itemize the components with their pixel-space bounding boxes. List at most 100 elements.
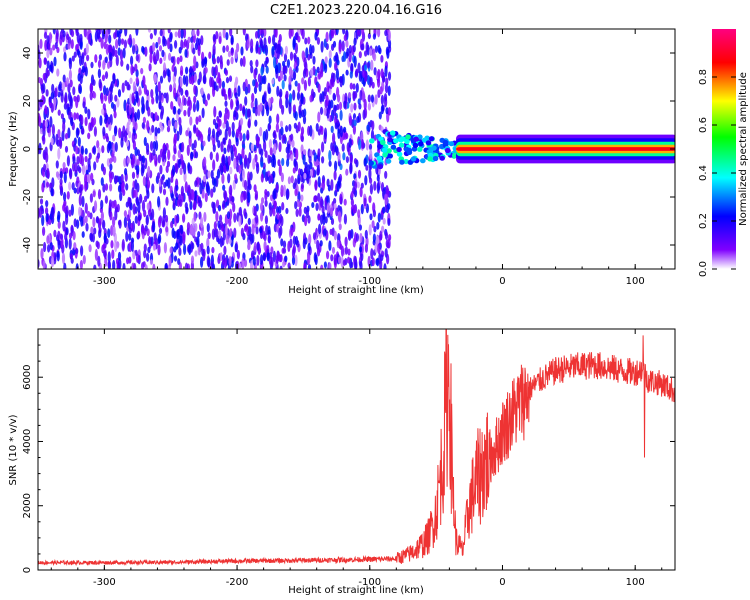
heatmap-cell — [179, 235, 183, 246]
heatmap-x-ticks: -300 -200 -100 0 100 — [50, 29, 663, 287]
heatmap-cell — [283, 53, 288, 63]
colorbar-tick-label: 0.4 — [698, 165, 709, 181]
heatmap-y-tick-label: 20 — [22, 95, 33, 108]
heatmap-cell — [297, 82, 301, 93]
heatmap-cell — [253, 241, 257, 253]
heatmap-cell — [192, 65, 196, 72]
heatmap-cell — [312, 65, 316, 76]
heatmap-cell — [243, 208, 247, 217]
heatmap-cell — [340, 256, 344, 268]
heatmap-cell — [427, 156, 433, 162]
heatmap-cell — [169, 246, 173, 254]
heatmap-cell — [153, 73, 157, 84]
heatmap-cell — [179, 70, 184, 77]
heatmap-cell — [218, 110, 222, 118]
heatmap-cell — [290, 133, 294, 142]
heatmap-cell — [186, 144, 190, 157]
heatmap-cell — [272, 156, 276, 168]
heatmap-x-tick-label: -200 — [226, 276, 249, 287]
heatmap-cell — [290, 226, 294, 237]
heatmap-cell — [285, 90, 289, 99]
heatmap-cell — [203, 156, 207, 167]
heatmap-cell — [184, 181, 188, 193]
heatmap-cell — [67, 82, 71, 93]
heatmap-cell — [128, 227, 132, 234]
heatmap-cell — [239, 57, 244, 67]
heatmap-cell — [146, 120, 150, 132]
heatmap-cell — [266, 252, 270, 262]
heatmap-cell — [252, 256, 256, 266]
heatmap-cell — [85, 222, 89, 232]
heatmap-cell — [260, 66, 264, 76]
heatmap-cell — [256, 254, 260, 266]
heatmap-cell — [410, 156, 417, 162]
heatmap-cell — [376, 175, 380, 182]
heatmap-cell — [282, 260, 286, 268]
heatmap-cell — [259, 126, 263, 137]
heatmap-cell — [385, 77, 389, 87]
heatmap-cell — [157, 36, 161, 45]
heatmap-cell — [279, 265, 283, 269]
heatmap-cell — [243, 259, 248, 268]
heatmap-cell — [38, 49, 41, 60]
heatmap-cell — [234, 242, 238, 253]
heatmap-cell — [103, 85, 107, 96]
heatmap-cell — [147, 165, 151, 178]
heatmap-cell — [227, 50, 232, 58]
heatmap-cell — [380, 104, 384, 115]
heatmap-cell — [53, 229, 57, 238]
heatmap-cell — [70, 29, 75, 38]
heatmap-cell — [204, 56, 208, 65]
heatmap-cell — [263, 139, 267, 152]
heatmap-cell — [200, 216, 204, 229]
heatmap-cell — [169, 32, 173, 43]
heatmap-cell — [362, 70, 366, 78]
heatmap-cell — [332, 40, 337, 48]
heatmap-cell — [328, 149, 332, 162]
heatmap-cell — [412, 142, 419, 148]
heatmap-cell — [197, 38, 201, 46]
heatmap-cell — [263, 91, 267, 103]
heatmap-cell — [183, 109, 187, 117]
heatmap-cell — [79, 39, 83, 50]
heatmap-cell — [104, 93, 108, 102]
heatmap-cell — [331, 246, 336, 254]
heatmap-cell — [175, 215, 179, 224]
heatmap-cell — [133, 262, 137, 269]
heatmap-cell — [50, 256, 55, 268]
heatmap-cell — [331, 29, 335, 39]
heatmap-cell — [303, 148, 307, 156]
heatmap-cell — [67, 42, 71, 50]
heatmap-cell — [55, 29, 59, 40]
heatmap-cell — [64, 145, 69, 153]
heatmap-cell — [241, 168, 246, 180]
heatmap-cell — [48, 64, 53, 72]
heatmap-cell — [109, 163, 113, 171]
heatmap-cell — [67, 127, 71, 139]
heatmap-cell — [303, 172, 307, 180]
heatmap-cell — [130, 55, 134, 66]
heatmap-cell — [251, 223, 255, 235]
heatmap-cell — [135, 91, 139, 104]
heatmap-cell — [337, 93, 341, 103]
heatmap-cell — [170, 221, 174, 229]
heatmap-cell — [222, 184, 226, 191]
heatmap-cell — [72, 86, 76, 96]
heatmap-cell — [172, 154, 176, 162]
heatmap-cell — [152, 42, 156, 52]
heatmap-cell — [137, 201, 141, 214]
heatmap-cell — [250, 100, 254, 109]
heatmap-cell — [174, 40, 178, 49]
heatmap-cell — [83, 29, 87, 38]
heatmap-cell — [57, 210, 61, 220]
heatmap-cell — [177, 149, 181, 159]
heatmap-cell — [254, 104, 258, 117]
heatmap-cell — [110, 225, 114, 237]
heatmap-cell — [123, 157, 127, 168]
heatmap-cell — [59, 139, 63, 150]
heatmap-cell — [272, 34, 276, 46]
heatmap-cell — [120, 173, 124, 184]
heatmap-cell — [124, 29, 128, 37]
heatmap-cell — [143, 209, 147, 218]
heatmap-cell — [221, 237, 225, 246]
